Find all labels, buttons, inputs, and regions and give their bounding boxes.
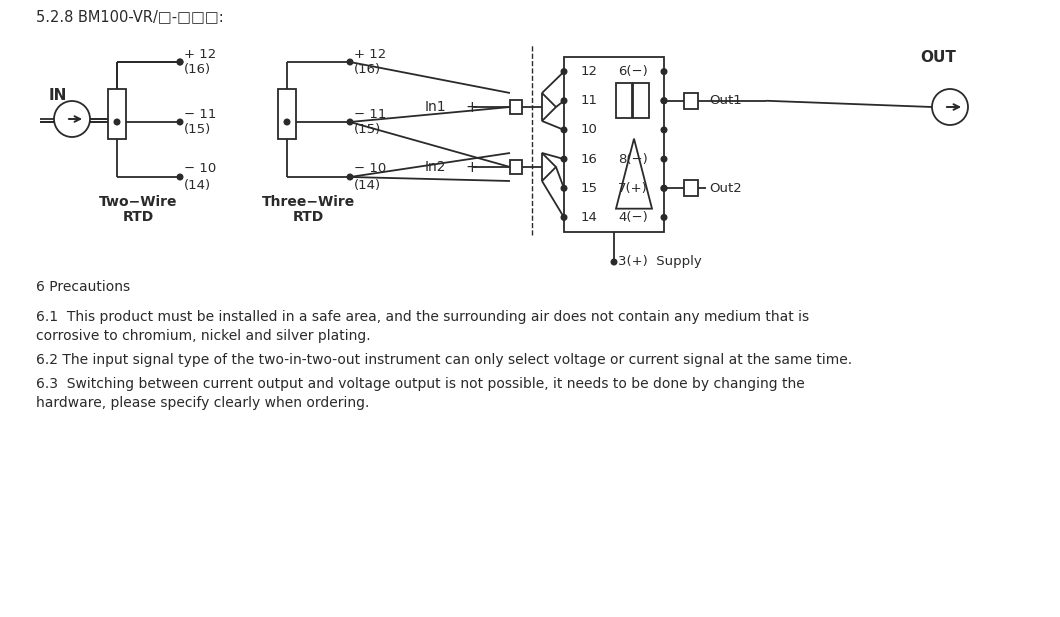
Text: (16): (16) xyxy=(184,64,211,77)
Text: Three−Wire: Three−Wire xyxy=(262,195,355,209)
Text: 6(−): 6(−) xyxy=(618,65,648,78)
Text: 11: 11 xyxy=(581,94,598,107)
Text: In2: In2 xyxy=(425,160,446,174)
Bar xyxy=(278,89,296,139)
Text: 10: 10 xyxy=(581,123,598,136)
Text: 5(+): 5(+) xyxy=(618,94,648,107)
Circle shape xyxy=(661,98,667,104)
Circle shape xyxy=(177,174,182,180)
Circle shape xyxy=(932,89,968,125)
Circle shape xyxy=(661,68,667,75)
Circle shape xyxy=(348,119,353,125)
Text: 16: 16 xyxy=(581,152,598,165)
Text: (15): (15) xyxy=(354,123,382,136)
Circle shape xyxy=(177,59,182,65)
Circle shape xyxy=(661,98,667,104)
Text: +: + xyxy=(465,99,478,115)
Text: − 11: − 11 xyxy=(354,107,387,120)
Bar xyxy=(616,83,632,118)
Circle shape xyxy=(561,186,567,191)
Text: RTD: RTD xyxy=(293,210,323,224)
Text: 6.1  This product must be installed in a safe area, and the surrounding air does: 6.1 This product must be installed in a … xyxy=(36,310,809,324)
Text: 6.3  Switching between current output and voltage output is not possible, it nee: 6.3 Switching between current output and… xyxy=(36,377,805,391)
Text: − 10: − 10 xyxy=(354,162,386,175)
Circle shape xyxy=(612,259,617,265)
Circle shape xyxy=(661,127,667,133)
Bar xyxy=(564,57,664,232)
Text: 4(−): 4(−) xyxy=(618,211,648,224)
Text: 14: 14 xyxy=(581,211,598,224)
Text: hardware, please specify clearly when ordering.: hardware, please specify clearly when or… xyxy=(36,396,369,410)
Bar xyxy=(510,160,522,174)
Bar xyxy=(108,89,126,139)
Circle shape xyxy=(348,174,353,180)
Text: 5.2.8 BM100-VR/□-□□□:: 5.2.8 BM100-VR/□-□□□: xyxy=(36,9,224,25)
Bar xyxy=(633,83,649,118)
Text: + 12: + 12 xyxy=(184,48,216,60)
Text: + 12: + 12 xyxy=(354,48,386,60)
Circle shape xyxy=(114,119,120,125)
Text: (14): (14) xyxy=(354,178,382,191)
Text: 7(+): 7(+) xyxy=(618,182,648,195)
Text: Out1: Out1 xyxy=(709,94,742,107)
Circle shape xyxy=(284,119,289,125)
Circle shape xyxy=(177,119,182,125)
Text: Out2: Out2 xyxy=(709,182,742,195)
Text: corrosive to chromium, nickel and silver plating.: corrosive to chromium, nickel and silver… xyxy=(36,329,371,343)
Text: RTD: RTD xyxy=(122,210,154,224)
Text: 15: 15 xyxy=(581,182,598,195)
Bar xyxy=(684,93,697,109)
Circle shape xyxy=(561,98,567,104)
Bar xyxy=(510,100,522,114)
Circle shape xyxy=(561,156,567,162)
Text: − 11: − 11 xyxy=(184,107,216,120)
Text: (16): (16) xyxy=(354,64,382,77)
Text: IN: IN xyxy=(49,88,67,102)
Circle shape xyxy=(661,186,667,191)
Text: +: + xyxy=(465,160,478,175)
Text: − 10: − 10 xyxy=(184,162,216,175)
Circle shape xyxy=(561,215,567,220)
Circle shape xyxy=(177,59,182,65)
Text: 6.2 The input signal type of the two-in-two-out instrument can only select volta: 6.2 The input signal type of the two-in-… xyxy=(36,353,852,367)
Circle shape xyxy=(661,186,667,191)
Text: 12: 12 xyxy=(581,65,598,78)
Text: (15): (15) xyxy=(184,123,211,136)
Circle shape xyxy=(661,156,667,162)
Circle shape xyxy=(561,127,567,133)
Circle shape xyxy=(661,215,667,220)
Circle shape xyxy=(561,68,567,75)
Text: 3(+)  Supply: 3(+) Supply xyxy=(618,255,702,268)
Circle shape xyxy=(348,59,353,65)
Circle shape xyxy=(54,101,90,137)
Text: (14): (14) xyxy=(184,178,211,191)
Bar xyxy=(684,180,697,196)
Text: 6 Precautions: 6 Precautions xyxy=(36,280,130,294)
Text: OUT: OUT xyxy=(920,49,956,65)
Text: 8(−): 8(−) xyxy=(618,152,648,165)
Text: Two−Wire: Two−Wire xyxy=(99,195,177,209)
Text: In1: In1 xyxy=(425,100,446,114)
